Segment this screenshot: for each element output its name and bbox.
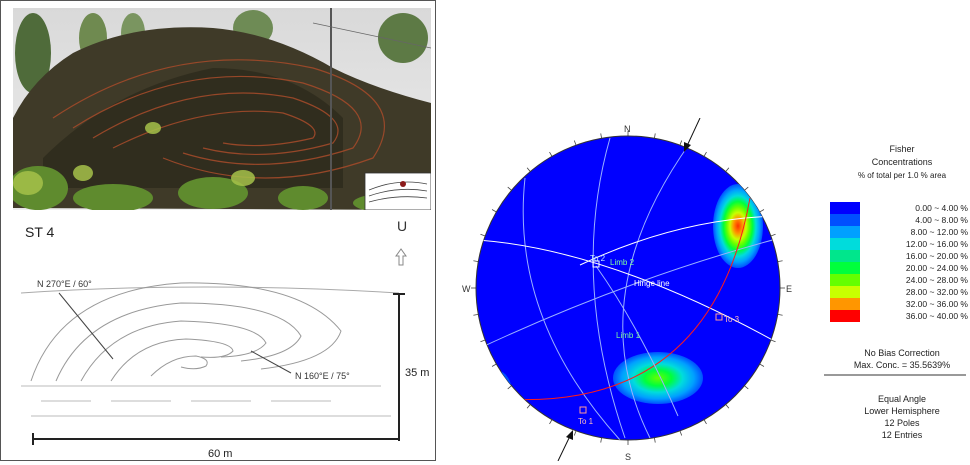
height-label: 35 m [405, 367, 429, 379]
hinge-label: Hinge line [634, 279, 670, 288]
width-label: 60 m [208, 448, 232, 460]
legend-title-2: Concentrations [872, 157, 933, 167]
legend-bin-label: 36.00 ~ 40.00 % [906, 311, 969, 321]
legend-bin-label: 20.00 ~ 24.00 % [906, 263, 969, 273]
concentration-peak-2 [613, 352, 703, 404]
limb1-label: Limb 1 [616, 331, 641, 340]
to3-label: To 3 [724, 315, 740, 324]
maxconc-label: Max. Conc. = 35.5639% [854, 360, 950, 370]
station-label: ST 4 [25, 224, 55, 240]
legend-swatch [830, 298, 860, 310]
legend-swatch [830, 310, 860, 322]
entries-label: 12 Entries [882, 430, 923, 440]
limb2-label: Limb 2 [610, 258, 635, 267]
stereonet: To 2 Limb 2 Hinge line Limb 1 To 3 To 1 … [462, 118, 792, 461]
legend-swatch [830, 262, 860, 274]
to2-label: To 2 [590, 254, 606, 263]
attitude-label-1: N 270°E / 60° [37, 279, 92, 289]
bias-label: No Bias Correction [864, 348, 940, 358]
legend-bin-label: 4.00 ~ 8.00 % [915, 215, 968, 225]
legend-bin-label: 16.00 ~ 20.00 % [906, 251, 969, 261]
pole-to3 [715, 313, 723, 321]
location-inset [364, 172, 431, 210]
great-circle-1 [592, 137, 626, 439]
great-circle-4 [479, 237, 780, 349]
tree-icon [15, 10, 428, 93]
legend-bin-label: 24.00 ~ 28.00 % [906, 275, 969, 285]
legend-swatch [830, 202, 860, 214]
legend-swatch [830, 250, 860, 262]
concentration-peak-3 [484, 371, 512, 415]
north-label: N [624, 124, 631, 134]
to1-label: To 1 [578, 417, 594, 426]
outcrop-sketch: ST 4 U N 270°E / 60° N 160°E / 75° 35 [20, 218, 429, 460]
pole-to1 [579, 406, 587, 414]
pi-circle [489, 197, 751, 401]
west-label: W [462, 284, 471, 294]
azimuth-ticks [471, 131, 785, 445]
legend-title-3: % of total per 1.0 % area [858, 171, 947, 180]
legend: Fisher Concentrations % of total per 1.0… [820, 140, 970, 460]
up-arrow-icon [395, 248, 407, 266]
outcrop-panel: ST 4 U N 270°E / 60° N 160°E / 75° 35 [0, 0, 436, 461]
east-label: E [786, 284, 792, 294]
legend-swatch [830, 238, 860, 250]
stress-arrow-ne-icon [684, 118, 701, 152]
legend-bin-label: 28.00 ~ 32.00 % [906, 287, 969, 297]
pole-to2 [592, 260, 600, 268]
great-circle-3 [522, 177, 621, 440]
legend-swatch [830, 274, 860, 286]
great-circle-2 [622, 142, 691, 439]
net-circle [475, 135, 781, 441]
legend-swatch [830, 286, 860, 298]
legend-bin-label: 0.00 ~ 4.00 % [915, 203, 968, 213]
hinge-line-trace [595, 265, 679, 417]
legend-bin-label: 32.00 ~ 36.00 % [906, 299, 969, 309]
attitude-label-2: N 160°E / 75° [295, 371, 350, 381]
outcrop-photo [13, 8, 431, 210]
limb-2-plane [579, 215, 780, 266]
legend-swatch [830, 214, 860, 226]
legend-bin-label: 8.00 ~ 12.00 % [911, 227, 969, 237]
concentration-peak-1 [713, 184, 763, 268]
legend-title-1: Fisher [889, 144, 914, 154]
south-label: S [625, 452, 631, 461]
poles-label: 12 Poles [884, 418, 920, 428]
legend-swatch [830, 226, 860, 238]
projection-label: Equal Angle [878, 394, 926, 404]
up-label: U [397, 218, 407, 234]
hemisphere-label: Lower Hemisphere [864, 406, 940, 416]
limb-1-plane [477, 239, 779, 344]
stress-arrow-sw-icon [557, 430, 573, 461]
legend-bin-label: 12.00 ~ 16.00 % [906, 239, 969, 249]
